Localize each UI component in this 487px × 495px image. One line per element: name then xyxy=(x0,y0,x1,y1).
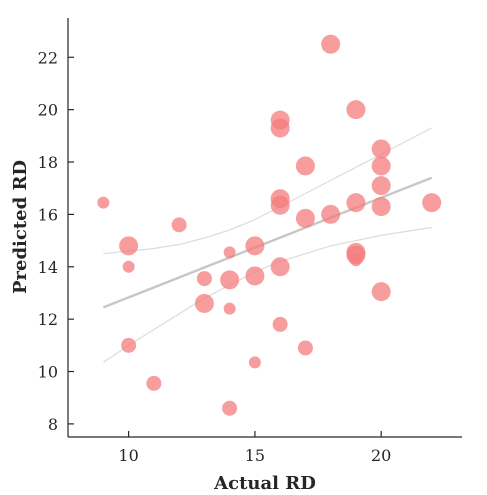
y-axis-title: Predicted RD xyxy=(10,160,31,294)
data-point xyxy=(295,156,315,176)
data-point xyxy=(272,316,288,332)
data-point xyxy=(245,236,265,256)
data-point xyxy=(371,139,391,159)
y-tick-label: 14 xyxy=(38,258,58,277)
data-point xyxy=(196,271,212,287)
data-point xyxy=(122,260,135,273)
data-point xyxy=(371,197,391,217)
y-tick-label: 20 xyxy=(38,101,58,120)
data-point xyxy=(222,400,238,416)
data-point xyxy=(371,282,391,302)
data-point xyxy=(119,236,139,256)
data-point xyxy=(349,254,362,267)
x-tick-label: 10 xyxy=(118,446,138,465)
data-point xyxy=(321,204,341,224)
data-point xyxy=(223,302,236,315)
data-point xyxy=(346,100,366,120)
data-point xyxy=(270,195,290,215)
data-point xyxy=(220,270,240,290)
data-point xyxy=(270,118,290,138)
data-point xyxy=(97,196,110,209)
data-point xyxy=(346,193,366,213)
data-point xyxy=(223,246,236,259)
y-tick-label: 10 xyxy=(38,363,58,382)
data-point xyxy=(297,340,313,356)
data-point xyxy=(248,356,261,369)
y-tick-label: 22 xyxy=(38,48,58,67)
data-point xyxy=(121,337,137,353)
y-tick-label: 8 xyxy=(48,415,58,434)
x-tick-label: 20 xyxy=(371,446,391,465)
data-point xyxy=(371,176,391,196)
ci-lower-line xyxy=(103,226,432,363)
data-point xyxy=(270,257,290,277)
y-tick-label: 16 xyxy=(38,205,58,224)
data-point xyxy=(146,375,162,391)
x-ticks: 10 15 20 xyxy=(118,431,391,465)
y-tick-label: 18 xyxy=(38,153,58,172)
data-points xyxy=(97,34,442,416)
x-tick-label: 15 xyxy=(245,446,265,465)
y-ticks: 8 10 12 14 16 18 20 22 xyxy=(38,48,74,434)
y-tick-label: 12 xyxy=(38,310,58,329)
data-point xyxy=(245,266,265,286)
data-point xyxy=(321,34,341,54)
data-point xyxy=(371,156,391,176)
data-point xyxy=(295,208,315,228)
data-point xyxy=(194,293,214,313)
data-point xyxy=(171,217,187,233)
plot-area: 10 15 20 8 10 12 14 16 18 20 22 xyxy=(38,18,462,465)
data-point xyxy=(422,193,442,213)
x-axis-title: Actual RD xyxy=(213,473,316,494)
